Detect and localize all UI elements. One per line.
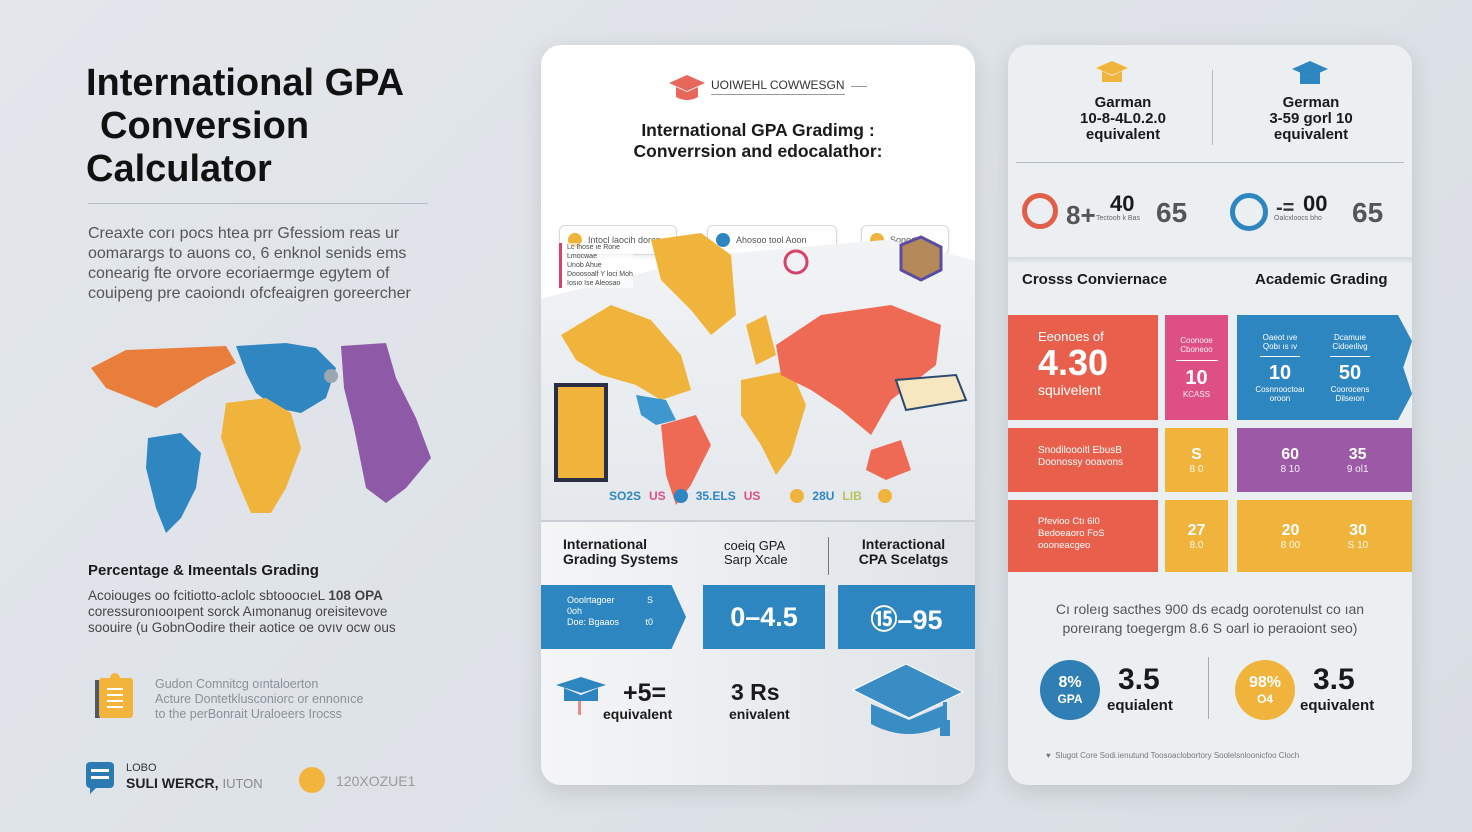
coin-icon (299, 767, 325, 793)
stat-caption: Oalcxloocs bho (1274, 215, 1322, 222)
graduation-cap-icon (556, 677, 606, 715)
logo-name: SULI WERCR, IUTON (126, 775, 263, 791)
gpa-scale-block: ⑮–95 (838, 585, 975, 649)
conversion-card: UOIWEHL COWWESGN International GPA Gradi… (541, 45, 975, 785)
grid-cell: Snodiloooitl EbusB Doonossy ooavons (1008, 428, 1158, 492)
col-header: International Grading Systems (563, 536, 679, 567)
grid-cell: Oaeot ıve Qobı ıs ıv 10 Cosnnooctoaı oroon D… (1237, 315, 1412, 420)
divider (1016, 162, 1404, 163)
gpa-scale-block: 0–4.5 (703, 585, 825, 649)
card-header: UOIWEHL COWWESGN (711, 78, 845, 95)
clipboard-icon (95, 673, 133, 718)
description: Cı roleıg sacthes 900 ds ecadg oorotenul… (1055, 601, 1365, 636)
stat-prefix: 8+ (1066, 200, 1096, 230)
graduation-cap-icon (1292, 61, 1328, 84)
divider (1212, 70, 1213, 145)
grid-cell: Coonooe Cboneoo 10 KCASS (1165, 315, 1228, 420)
graduation-cap-icon (1096, 61, 1128, 82)
equivalent-value: 3 Rs (731, 679, 780, 705)
footnote: ♥ Slugot Core Sodi.ienutund Toosoaclobor… (1046, 751, 1300, 760)
logo-caption: LOBO (126, 762, 157, 774)
divider (1208, 657, 1209, 719)
divider (541, 520, 975, 522)
divider (1260, 355, 1300, 357)
stat-score: 65 (1156, 197, 1188, 228)
gpa-label: equivalent (1300, 697, 1375, 714)
map-labels: SO2S US 35.ELS US 28U LIB (609, 489, 892, 503)
stat-caption: Tectooh k Bas (1096, 215, 1140, 222)
map-legend: Lc Ihose ıe Rone Lmocwae Unob Ahue Dooosoal… (559, 243, 633, 288)
grid-cell: Pfevioo Ctı 6l0 Bedoeaoro FoS oooneacgeo (1008, 500, 1158, 572)
grid-cell: 60 8 10 35 9 ol1 (1237, 428, 1412, 492)
page-title: International GPA Conversion Calculator (86, 62, 405, 190)
stat-value: 40 (1110, 191, 1135, 216)
header-line (851, 86, 867, 87)
note-text: Gudon Comnitcg oıntaloerton Acture Dontet… (155, 677, 364, 721)
graduation-cap-icon (851, 663, 965, 736)
gpa-value: 3.5 (1118, 663, 1160, 696)
pin-icon: ♥ (1046, 751, 1051, 760)
divider (88, 203, 428, 204)
check-badge-icon (1022, 193, 1058, 229)
card-title: International GPA Gradimg : Converrsion a… (633, 120, 883, 161)
divider (1175, 360, 1218, 361)
col-header: Interactional CPA Scelatgs (858, 536, 949, 567)
grading-system: German 3-59 gorl 10 equivalent (1269, 94, 1353, 143)
stat-value: 00 (1303, 191, 1328, 216)
percent-badge: 8% GPA (1040, 660, 1100, 720)
divider (1330, 355, 1370, 357)
grading-system: Garman 10-8-4L0.2.0 equivalent (1080, 94, 1166, 143)
graduation-cap-icon (669, 75, 705, 100)
equivalent-label: enivalent (729, 706, 790, 722)
section-title: Academic Grading (1255, 271, 1388, 288)
gpa-value: 3.5 (1313, 663, 1355, 696)
world-map (554, 233, 968, 505)
grid-cell-main: Eeonoes of 4.30 squivelent (1008, 315, 1158, 420)
section-text: Acoiouges oo fcitiotto-aclolc sbtooocıeL… (88, 588, 396, 635)
chat-logo-icon (86, 762, 114, 794)
dot-icon (716, 233, 730, 247)
intro-text: Creaxte corı pocs htea prr Gfessiom reas… (88, 225, 411, 302)
check-badge-icon (1230, 193, 1268, 231)
grading-section (541, 520, 975, 785)
grading-block: Ooolrtagoer S 0oh Doe: Bgaaos t0 (541, 585, 686, 649)
comparison-card: Garman 10-8-4L0.2.0 equivalent German 3-59 … (1008, 45, 1412, 785)
divider (828, 537, 829, 575)
equivalent-label: equivalent (603, 706, 673, 722)
col-header: coeiq GPA Sarp Xcale (724, 538, 788, 567)
percent-badge: 98% O4 (1235, 660, 1295, 720)
dot-icon (790, 489, 805, 503)
dot-icon (673, 489, 688, 503)
equivalent-value: +5= (623, 679, 667, 707)
gpa-label: equialent (1107, 697, 1173, 714)
footer-code: 120XOZUE1 (336, 773, 416, 789)
divider (1008, 257, 1412, 263)
dot-icon (877, 489, 892, 503)
world-map-illustration (91, 343, 431, 533)
section-title: Crosss Conviernace (1022, 271, 1168, 288)
grid-cell: 27 8.0 (1165, 500, 1228, 572)
grid-cell: 20 8 00 30 S 10 (1237, 500, 1412, 572)
stat-prefix: -= (1276, 197, 1295, 219)
stat-score: 65 (1352, 197, 1384, 228)
section-title: Percentage & Imeentals Grading (88, 562, 319, 579)
